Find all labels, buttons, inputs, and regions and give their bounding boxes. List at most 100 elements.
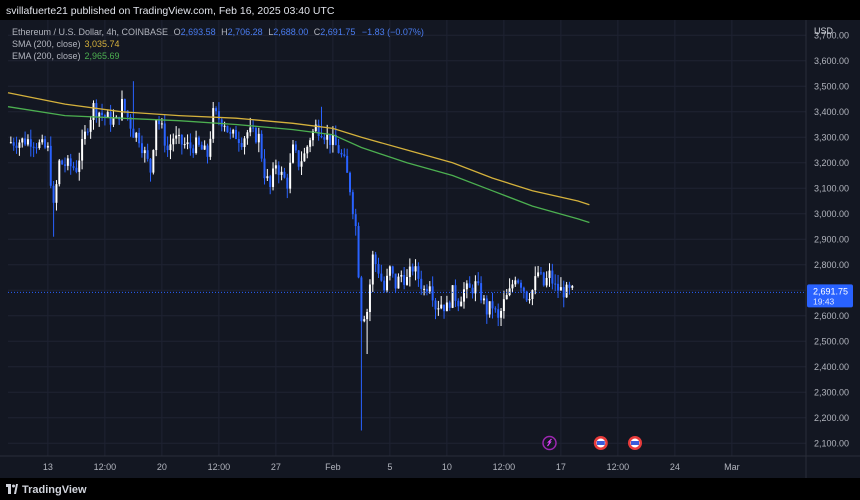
price-chart[interactable]: 2,100.00 2,200.00 2,300.00 2,400.00 2,500.00… (0, 20, 860, 478)
candle (551, 270, 554, 284)
price-tick-label: 2,100.00 (814, 438, 849, 448)
bar-countdown: 19:43 (813, 296, 835, 306)
candle (314, 124, 317, 132)
legend-symbol: Ethereum / U.S. Dollar, 4h, COINBASE (12, 27, 169, 37)
candle (354, 214, 357, 227)
last-price-tag (807, 284, 853, 308)
candle (266, 176, 269, 179)
candle (129, 117, 132, 129)
candle (468, 283, 471, 288)
candle (491, 301, 494, 309)
candle (24, 138, 27, 145)
candle (423, 288, 426, 290)
candle (235, 129, 237, 139)
candle (226, 125, 229, 133)
candle (86, 131, 89, 133)
price-tick-label: 3,600.00 (814, 56, 849, 66)
candle (138, 132, 141, 144)
price-tick-label: 3,200.00 (814, 158, 849, 168)
candle (349, 172, 351, 193)
candle (155, 119, 158, 151)
ohlc-low: 2,688.00 (273, 27, 309, 37)
price-tick-label: 2,500.00 (814, 336, 849, 346)
candle (406, 276, 408, 285)
candle (192, 148, 195, 154)
price-tick-label: 3,700.00 (814, 30, 849, 40)
price-tick-label: 3,100.00 (814, 183, 849, 193)
candle (559, 287, 562, 291)
candle (121, 99, 123, 120)
candle (488, 301, 491, 315)
candle (437, 308, 440, 310)
candle (178, 134, 180, 136)
time-tick-label: 12:00 (493, 462, 516, 472)
candle (135, 132, 138, 138)
legend-sma-row[interactable]: SMA (200, close) 3,035.74 (12, 39, 120, 49)
ema-200-line (7, 106, 590, 224)
candle (391, 266, 394, 274)
candle (277, 165, 280, 175)
ohlc-open-key: O (173, 27, 181, 37)
candle (537, 272, 540, 277)
time-tick-label: Feb (325, 462, 341, 472)
candle (21, 138, 24, 143)
legend-ohlc: O2,693.58 H2,706.28 L2,688.00 C2,691.75 … (171, 27, 424, 37)
price-tick-label: 2,600.00 (814, 311, 849, 321)
candle (143, 150, 146, 154)
candle (482, 298, 485, 301)
candle (32, 146, 35, 148)
time-tick-label: 12:00 (607, 462, 630, 472)
candle (9, 142, 12, 144)
candle (311, 131, 314, 141)
candle (451, 285, 454, 308)
candle (306, 146, 309, 154)
legend-ema-value: 2,965.69 (84, 51, 120, 61)
candle (132, 128, 135, 138)
candle (29, 139, 32, 147)
candle (571, 285, 574, 288)
currency-label[interactable]: USD (814, 26, 834, 36)
candle (568, 284, 571, 288)
split-event-icon[interactable] (542, 435, 557, 451)
candle (520, 282, 522, 288)
candle (326, 134, 329, 140)
candle (497, 309, 500, 318)
candle (440, 304, 443, 309)
candle (197, 137, 200, 145)
candle (61, 160, 64, 165)
candle (26, 139, 29, 145)
candle (443, 304, 446, 312)
candle (195, 137, 198, 154)
candle (511, 284, 514, 289)
candle (92, 103, 95, 120)
candle (368, 284, 371, 313)
candle (98, 112, 101, 117)
candle (374, 254, 377, 265)
economic-event-flag (631, 441, 639, 445)
candle (89, 119, 92, 132)
candle (283, 171, 286, 178)
candle (300, 161, 303, 167)
candle (78, 160, 81, 172)
candle (52, 185, 55, 203)
candle (557, 283, 560, 291)
candle (323, 137, 326, 140)
publish-info: svillafuerte21 published on TradingView.… (6, 5, 335, 17)
candle (309, 140, 312, 147)
candle (169, 144, 172, 151)
candle (494, 308, 497, 310)
candle (289, 162, 292, 189)
candle (35, 147, 38, 149)
candle (517, 280, 520, 283)
candle (240, 142, 243, 148)
legend-ema-row[interactable]: EMA (200, close) 2,965.69 (12, 51, 120, 61)
candle (485, 298, 488, 315)
time-tick-label: 12:00 (208, 462, 231, 472)
candle (237, 138, 240, 143)
candle (480, 283, 483, 301)
candle (320, 136, 323, 138)
time-tick-label: 24 (670, 462, 680, 472)
candle (260, 133, 263, 159)
legend-sma-value: 3,035.74 (84, 39, 120, 49)
candle (502, 299, 505, 312)
